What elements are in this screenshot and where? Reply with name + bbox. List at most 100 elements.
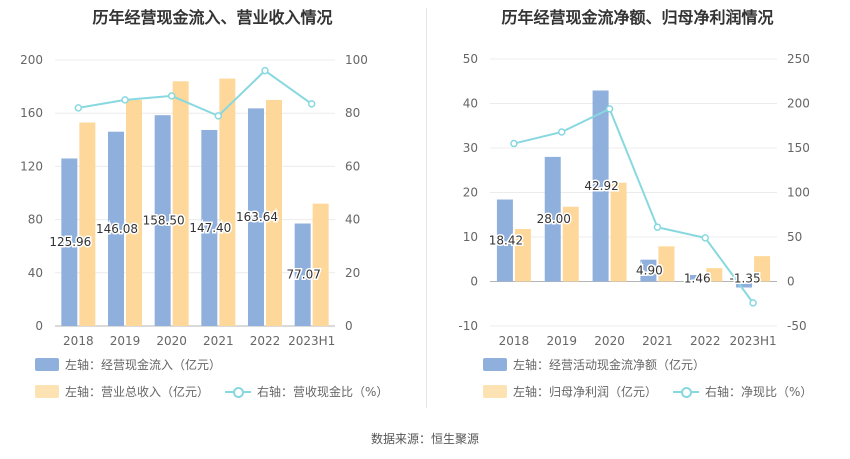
legend-row-2: 左轴：归母净利润（亿元） 右轴：净现比（%） xyxy=(483,383,828,400)
y-left-tick-label: 40 xyxy=(463,97,478,111)
y-left-tick-label: 30 xyxy=(463,141,478,155)
bar-2 xyxy=(312,203,329,326)
bar-1 xyxy=(688,275,705,282)
data-label: 163.64 xyxy=(236,210,278,224)
chart-panel-left: 历年经营现金流入、营业收入情况 0 40 80 120 160 200 0 20 40 60 80 1… xyxy=(0,0,425,420)
legend-label: 左轴：经营现金流入（亿元） xyxy=(65,358,222,372)
y-right-tick-label: 0 xyxy=(787,275,795,289)
legend-swatch-line xyxy=(225,385,252,398)
data-label: 42.92 xyxy=(584,179,618,193)
bar-1 xyxy=(248,108,264,327)
legend-label: 左轴：归母净利润（亿元） xyxy=(513,385,658,399)
bar-1 xyxy=(592,90,609,282)
line-series xyxy=(78,69,313,118)
line-point xyxy=(261,66,269,75)
bar-1 xyxy=(61,158,78,326)
legend-label: 右轴：净现比（%） xyxy=(705,385,813,399)
chart-panel-right: 历年经营现金流净额、归母净利润情况 -10 0 10 20 30 40 50 -50 0 50 10… xyxy=(425,0,850,420)
bar-1 xyxy=(640,259,657,282)
legend-swatch-line xyxy=(673,385,700,398)
bar-2 xyxy=(172,81,189,326)
line-point xyxy=(121,96,129,104)
y-right-tick-label: -50 xyxy=(787,319,807,333)
line-point xyxy=(605,105,614,113)
legend-item-bar2[interactable]: 左轴：归母净利润（亿元） xyxy=(483,383,657,400)
x-tick-label: 2019 xyxy=(546,334,577,348)
bar-2 xyxy=(266,99,282,327)
x-tick-label: 2021 xyxy=(203,334,234,348)
y-left-tick-label: 20 xyxy=(463,186,478,200)
data-source-note: 数据来源：恒生聚源 xyxy=(370,432,479,446)
legend-item-bar1[interactable]: 左轴：经营现金流入（亿元） xyxy=(35,356,221,373)
legend-swatch-bar1 xyxy=(35,358,59,371)
bar-2 xyxy=(126,99,142,327)
bar-1 xyxy=(154,115,171,326)
chart-title: 历年经营现金流净额、归母净利润情况 xyxy=(501,8,774,27)
y-right-tick-label: 100 xyxy=(787,186,810,200)
data-label: 146.08 xyxy=(96,222,138,236)
bar-1 xyxy=(294,223,311,326)
y-right-tick-label: 40 xyxy=(345,213,360,227)
data-label: 4.90 xyxy=(636,264,663,278)
legend-item-line[interactable]: 右轴：营收现金比（%） xyxy=(225,383,388,400)
y-left-tick-label: 160 xyxy=(20,106,43,120)
chart-title: 历年经营现金流入、营业收入情况 xyxy=(92,8,333,27)
line-point xyxy=(167,92,176,100)
bar-2 xyxy=(79,122,96,326)
y-left-tick-label: 0 xyxy=(470,275,478,289)
x-tick-label: 2022 xyxy=(690,334,721,348)
legend-swatch-bar2 xyxy=(35,385,59,398)
line-point xyxy=(214,112,223,120)
data-label: 125.96 xyxy=(49,235,91,249)
y-left-tick-label: 50 xyxy=(463,52,478,66)
data-label: -1.35 xyxy=(730,272,761,286)
x-tick-label: 2021 xyxy=(642,334,673,348)
x-tick-label: 2020 xyxy=(594,334,625,348)
legend-label: 左轴：经营活动现金流净额（亿元） xyxy=(513,358,706,372)
line-point xyxy=(74,104,83,112)
bar-2 xyxy=(219,78,236,327)
y-right-tick-label: 20 xyxy=(345,266,360,280)
legend-item-bar2[interactable]: 左轴：营业总收入（亿元） xyxy=(35,383,209,400)
chart-left-svg: 0 40 80 120 160 200 0 20 40 60 80 100 2018 2019 2020 20… xyxy=(20,53,368,348)
bar-2 xyxy=(514,228,531,282)
line-series xyxy=(513,107,754,304)
data-label: 158.50 xyxy=(143,214,185,228)
bar-2 xyxy=(706,268,723,282)
panel-divider xyxy=(426,8,427,408)
legend-row-2: 左轴：营业总收入（亿元） 右轴：营收现金比（%） xyxy=(35,383,404,400)
line-point xyxy=(701,234,709,242)
line-point xyxy=(307,100,316,108)
bar-1 xyxy=(496,199,513,282)
line-point xyxy=(653,223,662,231)
y-right-tick-label: 150 xyxy=(787,141,810,155)
y-left-tick-label: 0 xyxy=(35,319,43,333)
x-tick-label: 2023H1 xyxy=(288,334,335,348)
y-right-tick-label: 50 xyxy=(787,230,802,244)
legend-item-line[interactable]: 右轴：净现比（%） xyxy=(673,383,812,400)
y-left-tick-label: -10 xyxy=(458,319,478,333)
y-left-tick-label: 200 xyxy=(20,53,43,67)
x-tick-label: 2019 xyxy=(110,334,141,348)
bar-1 xyxy=(736,281,753,288)
line-point xyxy=(510,139,518,148)
legend-label: 左轴：营业总收入（亿元） xyxy=(65,385,210,399)
y-right-tick-label: 80 xyxy=(345,106,360,120)
x-tick-label: 2018 xyxy=(63,334,94,348)
y-right-tick-label: 60 xyxy=(345,159,360,173)
legend-item-bar1[interactable]: 左轴：经营活动现金流净额（亿元） xyxy=(483,356,705,373)
x-tick-label: 2018 xyxy=(499,334,530,348)
y-left-tick-label: 120 xyxy=(20,159,43,173)
x-tick-label: 2020 xyxy=(156,334,187,348)
bar-2 xyxy=(562,206,579,282)
y-right-tick-label: 250 xyxy=(787,52,810,66)
x-tick-label: 2023H1 xyxy=(729,334,776,348)
x-tick-label: 2022 xyxy=(250,334,281,348)
data-label: 28.00 xyxy=(537,212,571,226)
y-right-tick-label: 200 xyxy=(787,97,810,111)
data-label: 147.40 xyxy=(189,221,231,235)
y-left-tick-label: 40 xyxy=(28,266,43,280)
y-right-tick-label: 100 xyxy=(345,53,368,67)
y-right-tick-label: 0 xyxy=(345,319,353,333)
bar-1 xyxy=(108,131,124,326)
